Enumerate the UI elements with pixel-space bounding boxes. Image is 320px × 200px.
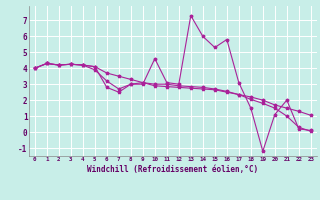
- X-axis label: Windchill (Refroidissement éolien,°C): Windchill (Refroidissement éolien,°C): [87, 165, 258, 174]
